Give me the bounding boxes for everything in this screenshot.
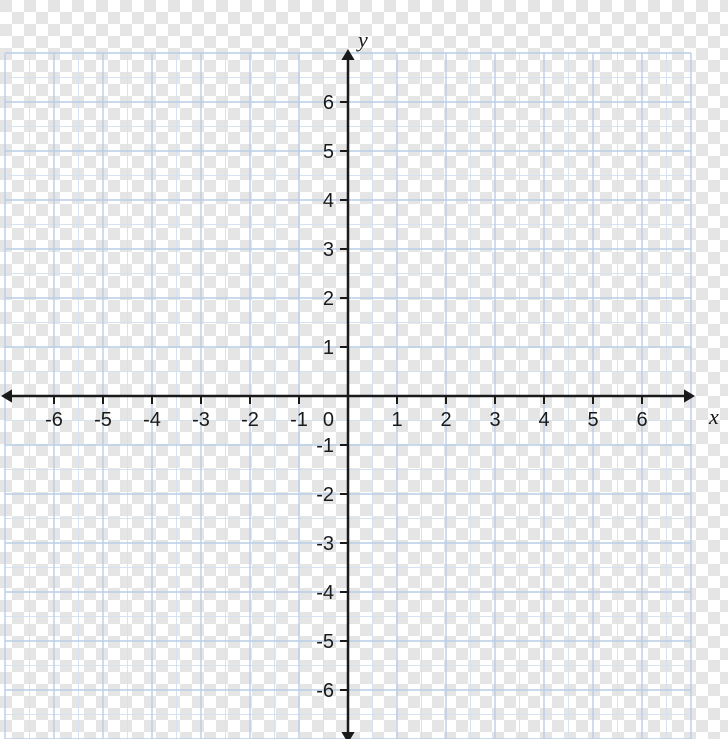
x-tick-label: 1	[391, 409, 402, 431]
x-tick-label: 2	[440, 409, 451, 431]
y-tick-label: -2	[316, 484, 334, 506]
x-axis-label: x	[708, 404, 719, 429]
x-tick-label: -6	[45, 409, 63, 431]
coordinate-plane-svg: x y -6 -5 -4 -3 -2 -1 1 2 3 4 5 6 -6 -5 -4 -3 -2 -1 1 2 3 4 5 6 0	[0, 0, 728, 739]
origin-label: 0	[323, 409, 334, 431]
y-tick-label: 1	[323, 337, 334, 359]
y-tick-label: -5	[316, 631, 334, 653]
x-tick-label: 3	[489, 409, 500, 431]
x-tick-label: -3	[192, 409, 210, 431]
x-tick-label: 5	[587, 409, 598, 431]
y-axis-label: y	[356, 27, 368, 52]
y-tick-label: -1	[316, 435, 334, 457]
x-tick-label: -4	[143, 409, 161, 431]
y-tick-label: 3	[323, 239, 334, 261]
x-tick-label: 4	[538, 409, 549, 431]
y-tick-label: -3	[316, 533, 334, 555]
x-tick-label: -5	[94, 409, 112, 431]
y-tick-label: 6	[323, 92, 334, 114]
y-tick-label: 5	[323, 141, 334, 163]
x-tick-label: 6	[636, 409, 647, 431]
y-tick-label: -4	[316, 582, 334, 604]
x-tick-label: -1	[290, 409, 308, 431]
x-tick-label: -2	[241, 409, 259, 431]
coordinate-plane-figure: x y -6 -5 -4 -3 -2 -1 1 2 3 4 5 6 -6 -5 -4 -3 -2 -1 1 2 3 4 5 6 0	[0, 0, 728, 739]
y-tick-label: -6	[316, 680, 334, 702]
transparency-checker	[0, 0, 728, 739]
y-tick-label: 2	[323, 288, 334, 310]
y-tick-label: 4	[323, 190, 334, 212]
